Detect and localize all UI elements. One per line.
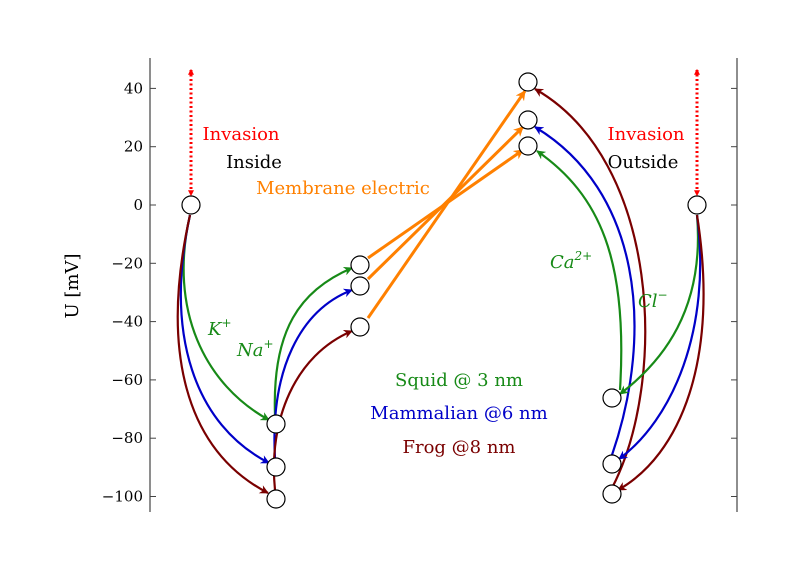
- tick-label-40: 40: [124, 79, 143, 97]
- legend-entry-2: Frog @8 nm: [402, 437, 515, 458]
- ion-ca-base: Ca: [550, 252, 575, 273]
- curve-outside-squid-up: [536, 150, 623, 391]
- legend-entry-0: Squid @ 3 nm: [395, 370, 523, 391]
- node-membrane-outer-squid: [518, 136, 538, 156]
- node-membrane-outer-mammalian: [518, 110, 538, 130]
- tick-label-0: 0: [133, 196, 143, 214]
- node-inside-mammalian: [266, 457, 286, 477]
- curve-inside-squid-up: [273, 266, 353, 416]
- tick-label--100: −100: [102, 488, 143, 506]
- tick-label--40: −40: [111, 313, 143, 331]
- ion-label-cl: Cl−: [638, 288, 668, 312]
- curve-inside-frog-up: [272, 329, 353, 491]
- ion-na-sup: +: [263, 337, 273, 351]
- ion-label-k: K+: [207, 316, 232, 340]
- inside-label: Inside: [226, 152, 282, 173]
- curve-outside-mammalian-down: [618, 214, 702, 460]
- y-axis-label: U [mV]: [62, 253, 83, 318]
- curve-outside-frog-down: [617, 214, 705, 491]
- node-outside-rest: [687, 195, 707, 215]
- ion-cl-sup: −: [658, 288, 668, 302]
- node-inside-squid: [266, 414, 286, 434]
- node-membrane-inner-squid: [350, 255, 370, 275]
- membrane-arrow-frog: [366, 90, 527, 319]
- node-outside-squid: [602, 388, 622, 408]
- curve-inside-frog-down: [176, 214, 269, 494]
- invasion-label-left: Invasion: [202, 124, 279, 145]
- node-membrane-outer-frog: [518, 72, 538, 92]
- node-inside-rest: [181, 195, 201, 215]
- node-inside-frog: [266, 489, 286, 509]
- node-outside-mammalian: [602, 454, 622, 474]
- legend: Squid @ 3 nm Mammalian @6 nm Frog @8 nm: [370, 370, 547, 458]
- ion-k-base: K: [207, 319, 223, 340]
- tick-label--80: −80: [111, 429, 143, 447]
- ion-label-ca: Ca2+: [550, 249, 592, 273]
- curve-outside-mammalian-up: [534, 126, 636, 456]
- invasion-label-right: Invasion: [607, 124, 684, 145]
- membrane-arrow-mammalian: [366, 125, 525, 281]
- node-membrane-inner-mammalian: [350, 276, 370, 296]
- legend-entry-1: Mammalian @6 nm: [370, 403, 547, 424]
- curve-outside-frog-up: [534, 88, 647, 489]
- node-outside-frog: [602, 484, 622, 504]
- tick-label--20: −20: [111, 254, 143, 272]
- state-nodes: [181, 72, 707, 509]
- ion-ca-sup: 2+: [574, 249, 593, 263]
- curve-outside-squid-down: [619, 214, 700, 395]
- y-axis-ticks: 40 20 0 −20 −40 −60 −80 −100: [102, 79, 737, 506]
- tick-label-20: 20: [124, 138, 143, 156]
- node-membrane-inner-frog: [350, 317, 370, 337]
- tick-label--60: −60: [111, 371, 143, 389]
- curve-inside-mammalian-up: [273, 288, 353, 459]
- ion-label-na: Na+: [236, 337, 274, 361]
- ion-na-base: Na: [236, 340, 263, 361]
- outside-label: Outside: [608, 152, 679, 173]
- ion-k-sup: +: [221, 316, 231, 330]
- membrane-label: Membrane electric: [256, 178, 430, 199]
- ion-cl-base: Cl: [638, 291, 658, 312]
- curve-inside-mammalian-down: [179, 214, 270, 464]
